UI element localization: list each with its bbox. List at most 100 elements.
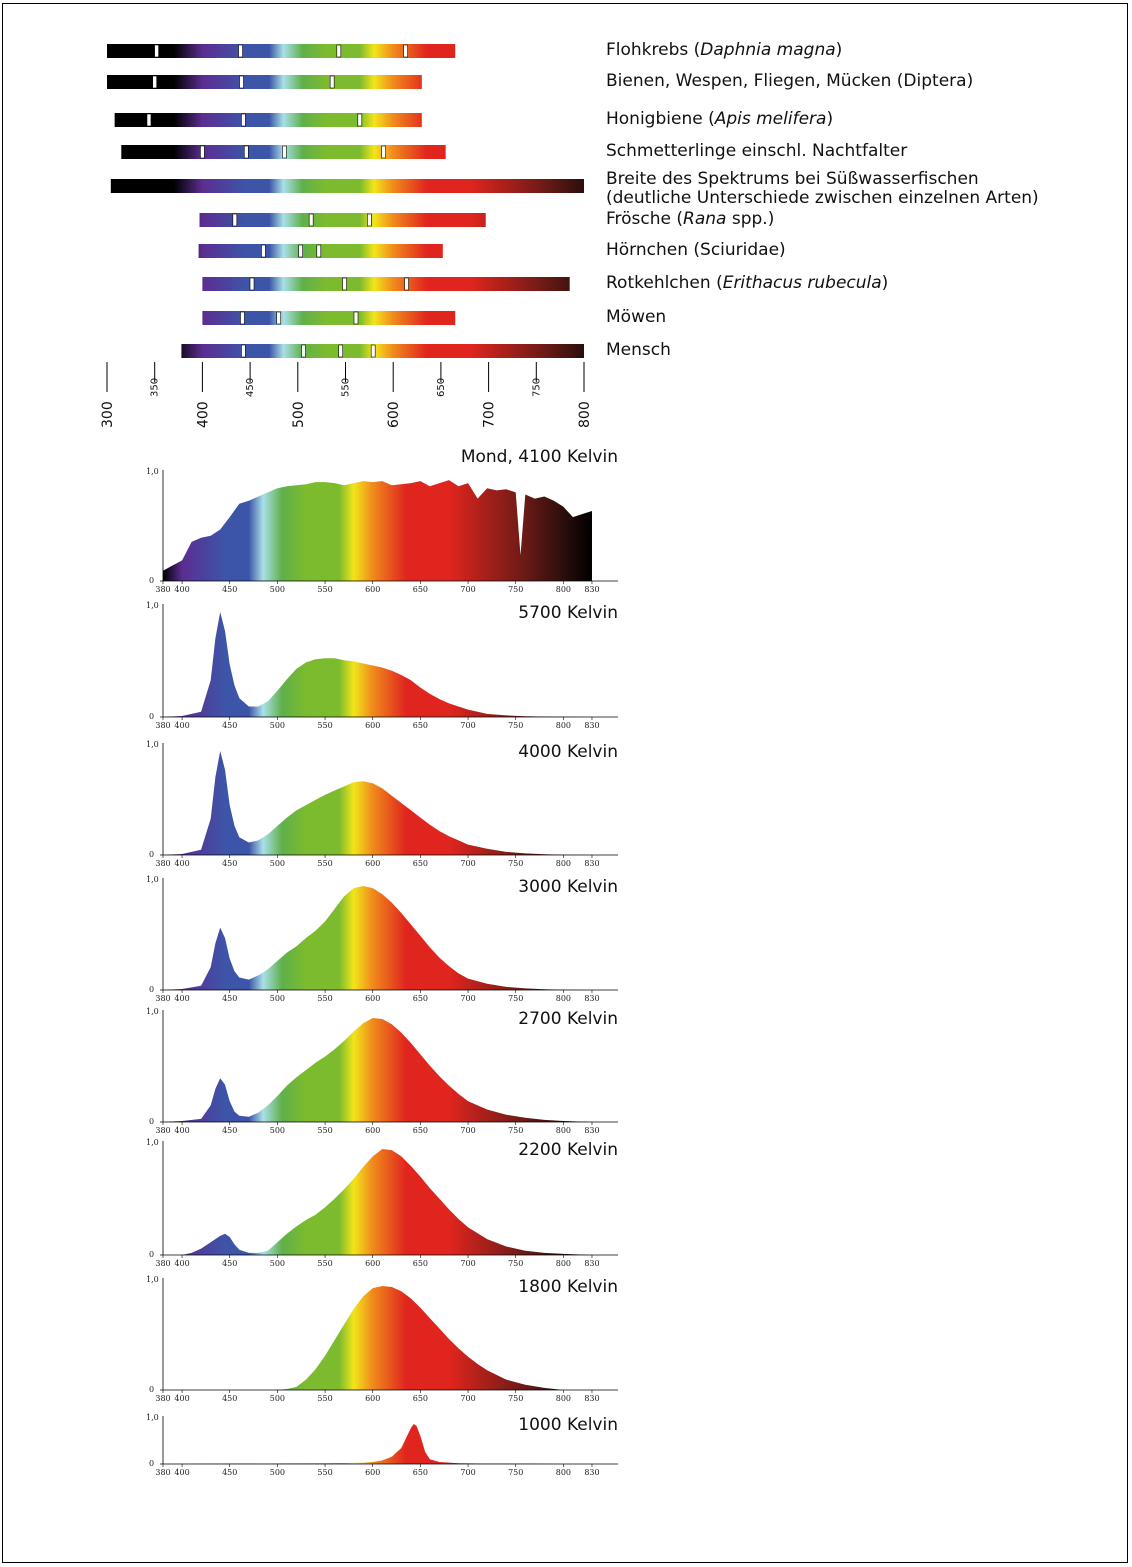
sensitivity-marker (308, 213, 314, 227)
axis-tick-label: 300 (100, 401, 116, 428)
y-tick-label: 1,0 (146, 1138, 159, 1147)
species-bar (202, 311, 456, 325)
x-tick-label: 400 (174, 1126, 189, 1135)
top-wavelength-axis: 300 350 400 450 500 550 600 650 700 750 800 (100, 362, 593, 428)
sensitivity-marker (152, 75, 157, 89)
x-tick-label: 650 (413, 1126, 428, 1135)
spectrum-title: 5700 Kelvin (518, 603, 618, 623)
species-label: Breite des Spektrums bei Süßwasserfische… (606, 169, 1039, 208)
sensitivity-marker (342, 277, 347, 291)
x-tick-label: 450 (222, 1394, 237, 1403)
x-tick-label: 800 (556, 859, 571, 868)
species-label: Möwen (606, 307, 667, 327)
axis-tick-label: 350 (150, 378, 161, 397)
sensitivity-marker (154, 44, 159, 58)
spectrum-title: Mond, 4100 Kelvin (461, 447, 618, 467)
x-tick-label: 400 (174, 1468, 189, 1477)
spectral-power-area (163, 751, 592, 855)
axis-tick-label: 450 (245, 378, 256, 397)
y-tick-label: 1,0 (146, 875, 159, 884)
x-tick-label: 450 (222, 1259, 237, 1268)
y-tick-label: 1,0 (146, 740, 159, 749)
x-tick-label: 830 (584, 1259, 599, 1268)
species-bar (107, 75, 422, 89)
x-tick-label: 400 (174, 1394, 189, 1403)
x-tick-label: 500 (270, 1394, 285, 1403)
species-bar (107, 44, 456, 58)
spectrum-title: 2200 Kelvin (518, 1140, 618, 1160)
x-tick-label: 550 (317, 994, 332, 1003)
x-tick-label: 750 (508, 859, 523, 868)
axis-tick-label: 750 (531, 378, 542, 397)
x-tick-label: 600 (365, 1259, 380, 1268)
x-tick-label: 380 (155, 1468, 170, 1477)
sensitivity-marker (370, 344, 376, 358)
x-tick-label: 550 (317, 1394, 332, 1403)
y-tick-label: 0 (149, 1385, 154, 1394)
sensitivity-marker (240, 311, 245, 325)
y-tick-label: 1,0 (146, 1007, 159, 1016)
species-label: Flohkrebs (Daphnia magna) (606, 40, 843, 60)
x-tick-label: 600 (365, 859, 380, 868)
species-label: Honigbiene (Apis melifera) (606, 109, 834, 129)
x-tick-label: 380 (155, 994, 170, 1003)
x-tick-label: 650 (413, 1259, 428, 1268)
x-tick-label: 500 (270, 1259, 285, 1268)
x-tick-label: 830 (584, 585, 599, 594)
x-tick-label: 700 (460, 1394, 475, 1403)
y-tick-label: 0 (149, 576, 154, 585)
axis-tick-label: 400 (195, 401, 211, 428)
axis-tick-label: 800 (577, 401, 593, 428)
species-label: Mensch (606, 340, 671, 360)
x-tick-label: 700 (460, 721, 475, 730)
x-tick-label: 380 (155, 721, 170, 730)
x-tick-label: 650 (413, 994, 428, 1003)
x-tick-label: 800 (556, 1259, 571, 1268)
sensitivity-marker (298, 244, 303, 258)
x-tick-label: 450 (222, 859, 237, 868)
species-label: Schmetterlinge einschl. Nachtfalter (606, 141, 908, 161)
axis-tick-label: 600 (386, 401, 402, 428)
x-tick-label: 830 (584, 1468, 599, 1477)
y-tick-label: 1,0 (146, 1413, 159, 1422)
figure-frame (2, 3, 1128, 1563)
x-tick-label: 500 (270, 859, 285, 868)
x-tick-label: 700 (460, 994, 475, 1003)
sensitivity-marker (367, 213, 372, 227)
sensitivity-marker (282, 145, 287, 159)
species-bar (110, 179, 584, 193)
x-tick-label: 700 (460, 1259, 475, 1268)
y-tick-label: 1,0 (146, 601, 159, 610)
spectrum-title: 4000 Kelvin (518, 742, 618, 762)
sensitivity-marker (357, 113, 363, 127)
x-tick-label: 750 (508, 994, 523, 1003)
x-tick-label: 600 (365, 1126, 380, 1135)
y-tick-label: 1,0 (146, 1275, 159, 1284)
x-tick-label: 650 (413, 721, 428, 730)
x-tick-label: 380 (155, 1126, 170, 1135)
y-tick-label: 0 (149, 712, 154, 721)
x-tick-label: 380 (155, 585, 170, 594)
sensitivity-marker (238, 44, 243, 58)
x-tick-label: 750 (508, 1394, 523, 1403)
x-tick-label: 600 (365, 721, 380, 730)
spectrum-title: 1000 Kelvin (518, 1415, 618, 1435)
x-tick-label: 800 (556, 585, 571, 594)
sensitivity-marker (241, 344, 246, 358)
x-tick-label: 700 (460, 1126, 475, 1135)
x-tick-label: 500 (270, 721, 285, 730)
x-tick-label: 380 (155, 1259, 170, 1268)
species-bar (202, 277, 570, 291)
sensitivity-marker (301, 344, 306, 358)
sensitivity-marker (329, 75, 335, 89)
x-tick-label: 450 (222, 585, 237, 594)
spectral-power-area (163, 1018, 592, 1122)
x-tick-label: 600 (365, 1468, 380, 1477)
x-tick-label: 550 (317, 1126, 332, 1135)
x-tick-label: 400 (174, 721, 189, 730)
